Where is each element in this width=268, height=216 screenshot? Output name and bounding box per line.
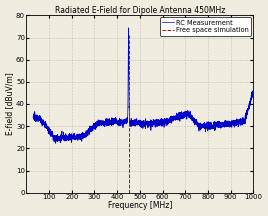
Line: RC Measurement: RC Measurement: [33, 28, 254, 143]
RC Measurement: [127, 27, 130, 29]
RC Measurement: [32, 116, 35, 119]
RC Measurement: [126, 120, 129, 123]
RC Measurement: [57, 135, 60, 137]
RC Measurement: [54, 142, 57, 145]
RC Measurement: [224, 125, 227, 127]
RC Measurement: [116, 119, 119, 122]
RC Measurement: [252, 86, 255, 88]
RC Measurement: [70, 141, 73, 144]
X-axis label: Frequency [MHz]: Frequency [MHz]: [108, 202, 172, 210]
RC Measurement: [248, 108, 251, 110]
Y-axis label: E-field [dBuV/m]: E-field [dBuV/m]: [6, 73, 14, 135]
Title: Radiated E-Field for Dipole Antenna 450MHz: Radiated E-Field for Dipole Antenna 450M…: [55, 6, 225, 14]
Legend: RC Measurement, Free space simulation: RC Measurement, Free space simulation: [160, 17, 251, 36]
